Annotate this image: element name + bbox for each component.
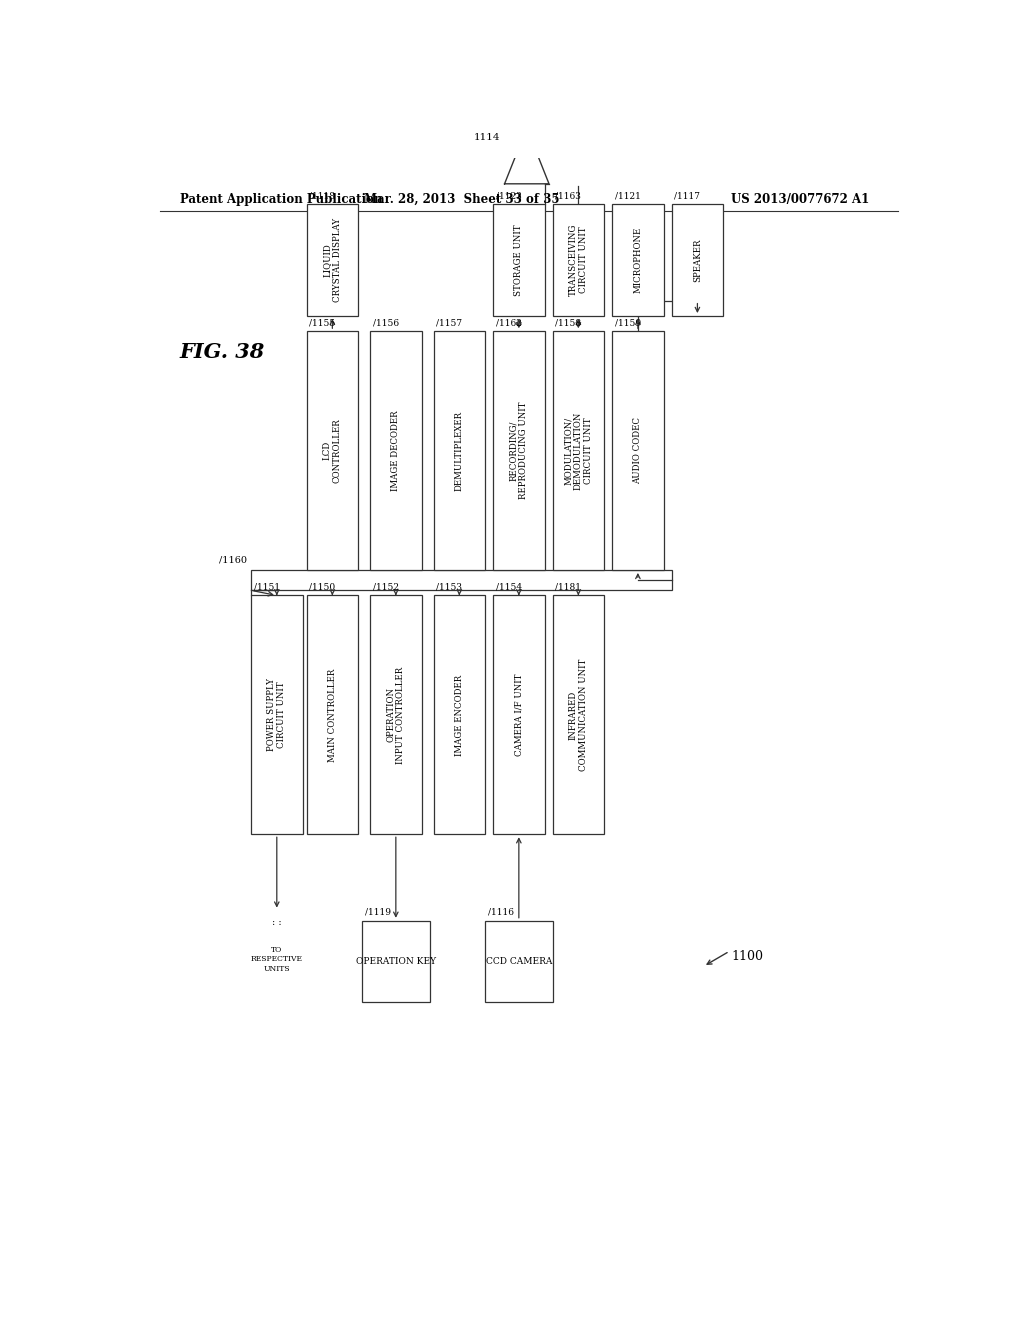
Bar bbox=[553, 331, 604, 570]
Text: TRANSCEIVING
CIRCUIT UNIT: TRANSCEIVING CIRCUIT UNIT bbox=[569, 224, 588, 296]
Text: TO
RESPECTIVE
UNITS: TO RESPECTIVE UNITS bbox=[251, 946, 303, 973]
Text: /1118: /1118 bbox=[309, 191, 335, 201]
Text: MODULATION/
DEMODULATION
CIRCUIT UNIT: MODULATION/ DEMODULATION CIRCUIT UNIT bbox=[564, 412, 593, 490]
Text: OPERATION KEY: OPERATION KEY bbox=[355, 957, 436, 966]
Text: Patent Application Publication: Patent Application Publication bbox=[179, 193, 382, 206]
Text: DEMULTIPLEXER: DEMULTIPLEXER bbox=[455, 411, 464, 491]
Bar bbox=[494, 331, 545, 570]
Bar bbox=[433, 595, 485, 834]
Bar bbox=[251, 595, 303, 834]
Bar bbox=[306, 595, 358, 834]
Bar bbox=[494, 205, 545, 315]
Text: MICROPHONE: MICROPHONE bbox=[634, 227, 642, 293]
Text: IMAGE DECODER: IMAGE DECODER bbox=[391, 411, 400, 491]
Text: 1100: 1100 bbox=[731, 950, 763, 962]
Bar bbox=[251, 570, 672, 590]
Text: LCD
CONTROLLER: LCD CONTROLLER bbox=[323, 418, 342, 483]
Text: CAMERA I/F UNIT: CAMERA I/F UNIT bbox=[514, 673, 523, 756]
Text: US 2013/0077672 A1: US 2013/0077672 A1 bbox=[731, 193, 869, 206]
Text: 1114: 1114 bbox=[474, 133, 501, 143]
Text: /1160: /1160 bbox=[219, 556, 247, 565]
Text: /1158: /1158 bbox=[555, 318, 582, 327]
Text: POWER SUPPLY
CIRCUIT UNIT: POWER SUPPLY CIRCUIT UNIT bbox=[267, 678, 287, 751]
Text: AUDIO CODEC: AUDIO CODEC bbox=[634, 417, 642, 484]
Bar bbox=[672, 205, 723, 315]
Bar bbox=[612, 331, 664, 570]
Text: RECORDING/
REPRODUCING UNIT: RECORDING/ REPRODUCING UNIT bbox=[509, 401, 528, 499]
Text: IMAGE ENCODER: IMAGE ENCODER bbox=[455, 675, 464, 755]
Text: /1154: /1154 bbox=[496, 582, 522, 591]
Bar bbox=[433, 331, 485, 570]
Bar bbox=[370, 595, 422, 834]
Text: /1157: /1157 bbox=[436, 318, 462, 327]
Text: /1159: /1159 bbox=[614, 318, 641, 327]
Text: /1181: /1181 bbox=[555, 582, 582, 591]
Text: /1152: /1152 bbox=[373, 582, 398, 591]
Text: /1155: /1155 bbox=[309, 318, 336, 327]
Text: /1121: /1121 bbox=[614, 191, 641, 201]
Bar bbox=[553, 595, 604, 834]
Text: STORAGE UNIT: STORAGE UNIT bbox=[514, 224, 523, 296]
Bar bbox=[306, 205, 358, 315]
Bar bbox=[370, 331, 422, 570]
Bar bbox=[306, 331, 358, 570]
Text: Mar. 28, 2013  Sheet 33 of 35: Mar. 28, 2013 Sheet 33 of 35 bbox=[364, 193, 559, 206]
Text: INFRARED
COMMUNICATION UNIT: INFRARED COMMUNICATION UNIT bbox=[569, 659, 588, 771]
Text: /1123: /1123 bbox=[496, 191, 521, 201]
Text: /1162: /1162 bbox=[496, 318, 521, 327]
Text: /1151: /1151 bbox=[254, 582, 280, 591]
Bar bbox=[612, 205, 664, 315]
Text: /1116: /1116 bbox=[488, 908, 514, 916]
Text: /1119: /1119 bbox=[366, 908, 391, 916]
Text: /1153: /1153 bbox=[436, 582, 462, 591]
Text: CCD CAMERA: CCD CAMERA bbox=[485, 957, 552, 966]
Text: /1117: /1117 bbox=[674, 191, 700, 201]
Text: LIQUID
CRYSTAL DISPLAY: LIQUID CRYSTAL DISPLAY bbox=[323, 218, 342, 302]
Text: /1163: /1163 bbox=[555, 191, 581, 201]
Text: FIG. 38: FIG. 38 bbox=[179, 342, 265, 362]
Bar bbox=[485, 921, 553, 1002]
Text: MAIN CONTROLLER: MAIN CONTROLLER bbox=[328, 668, 337, 762]
Bar bbox=[362, 921, 430, 1002]
Text: /1150: /1150 bbox=[309, 582, 335, 591]
Text: SPEAKER: SPEAKER bbox=[693, 239, 701, 281]
Text: /1156: /1156 bbox=[373, 318, 398, 327]
Text: : :: : : bbox=[272, 919, 282, 927]
Bar bbox=[553, 205, 604, 315]
Bar bbox=[494, 595, 545, 834]
Text: OPERATION
INPUT CONTROLLER: OPERATION INPUT CONTROLLER bbox=[386, 667, 406, 763]
